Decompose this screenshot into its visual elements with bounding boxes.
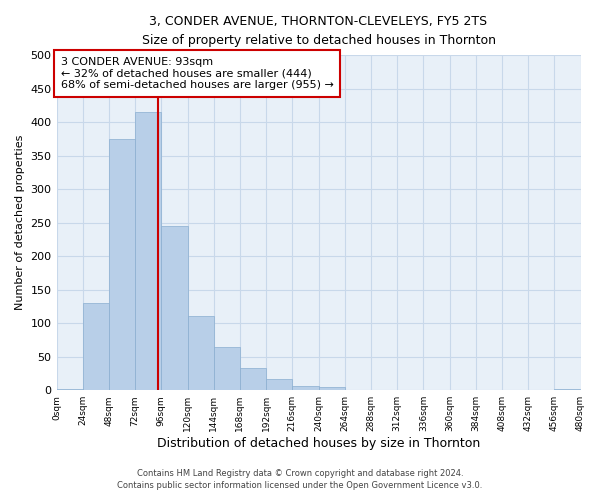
Bar xyxy=(214,346,240,390)
Text: Contains HM Land Registry data © Crown copyright and database right 2024.
Contai: Contains HM Land Registry data © Crown c… xyxy=(118,468,482,490)
Bar xyxy=(161,226,188,390)
Y-axis label: Number of detached properties: Number of detached properties xyxy=(15,135,25,310)
Bar xyxy=(554,389,580,390)
Bar xyxy=(240,368,266,390)
Bar xyxy=(266,380,292,390)
Bar xyxy=(83,303,109,390)
X-axis label: Distribution of detached houses by size in Thornton: Distribution of detached houses by size … xyxy=(157,437,480,450)
Bar xyxy=(292,386,319,390)
Text: 3 CONDER AVENUE: 93sqm
← 32% of detached houses are smaller (444)
68% of semi-de: 3 CONDER AVENUE: 93sqm ← 32% of detached… xyxy=(61,57,334,90)
Title: 3, CONDER AVENUE, THORNTON-CLEVELEYS, FY5 2TS
Size of property relative to detac: 3, CONDER AVENUE, THORNTON-CLEVELEYS, FY… xyxy=(142,15,496,47)
Bar xyxy=(319,387,345,390)
Bar xyxy=(135,112,161,390)
Bar xyxy=(188,316,214,390)
Bar xyxy=(109,139,135,390)
Bar xyxy=(56,389,83,390)
